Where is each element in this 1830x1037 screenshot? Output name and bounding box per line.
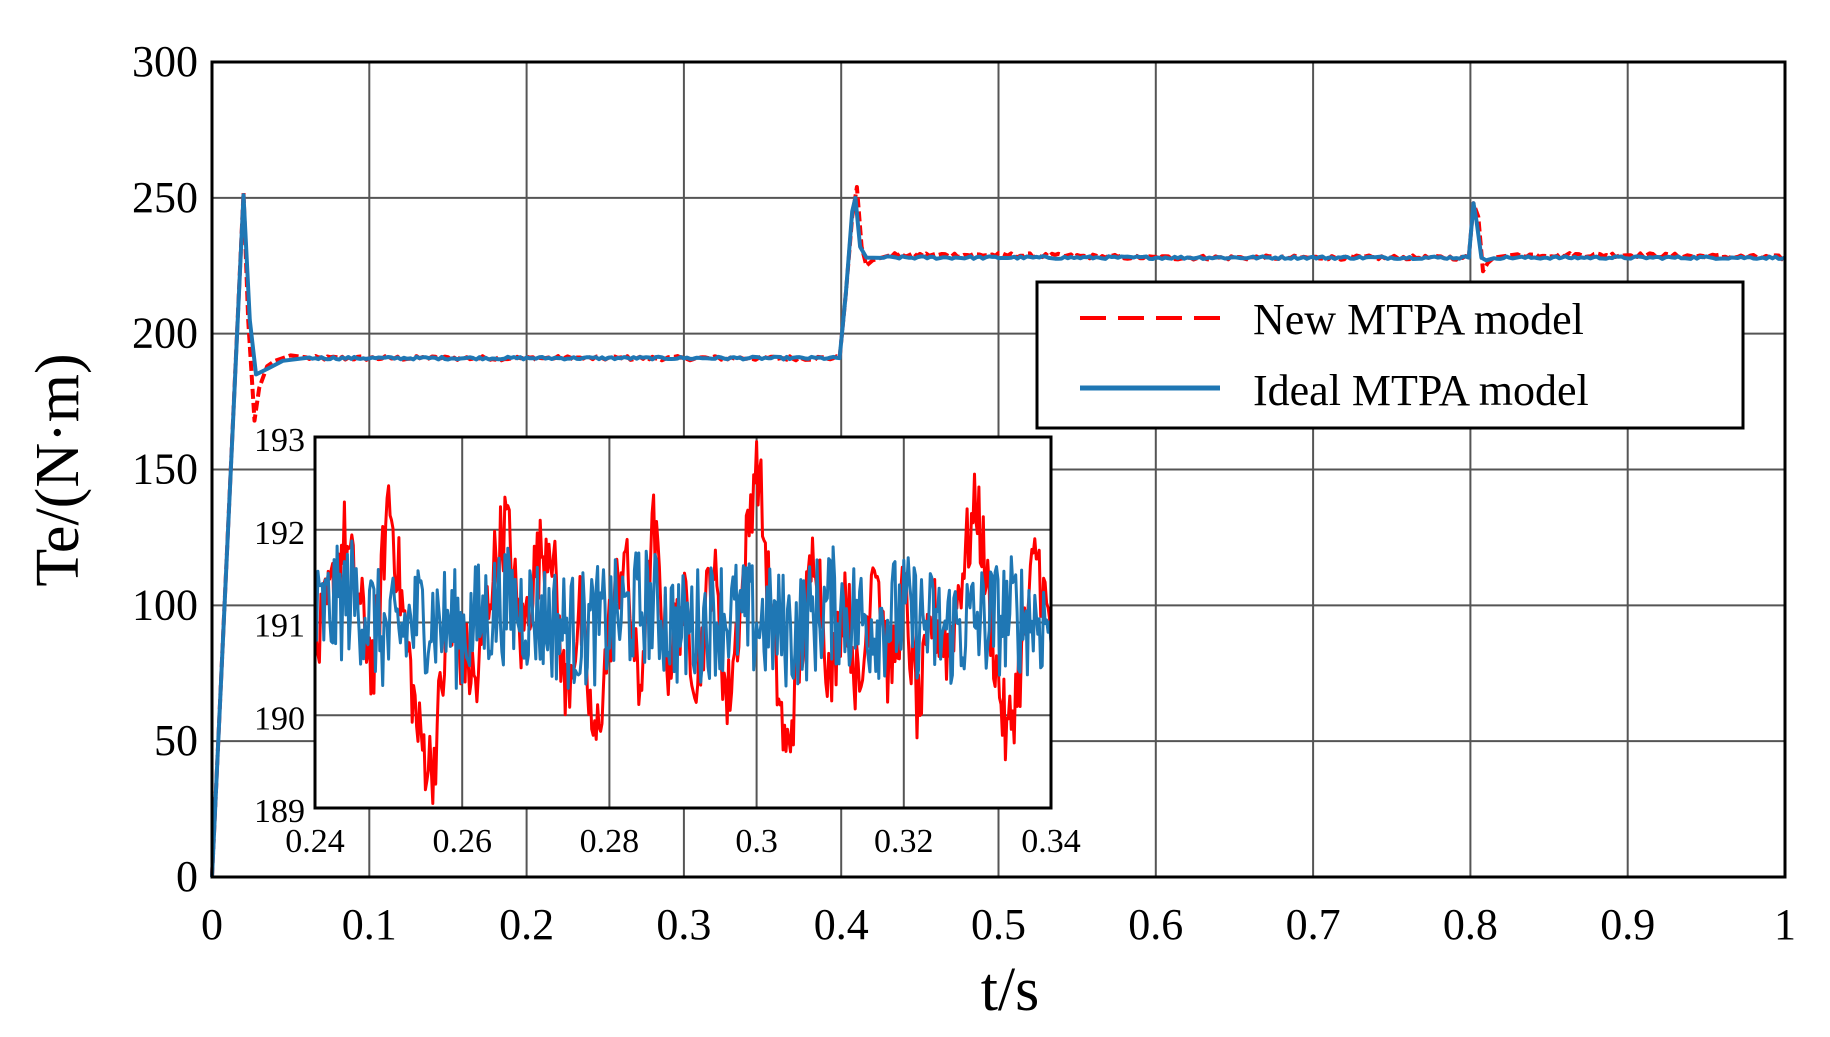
main-x-tick-label: 1 xyxy=(1774,900,1796,949)
main-x-tick-label: 0.7 xyxy=(1286,900,1341,949)
main-y-tick-label: 50 xyxy=(154,716,198,765)
inset-x-tick-label: 0.26 xyxy=(432,823,492,860)
main-axes-frame xyxy=(210,60,1787,879)
inset-plot-area xyxy=(313,440,1053,805)
inset-x-tick-label: 0.28 xyxy=(580,823,640,860)
inset-y-tick-labels: 189 190 191 192 193 xyxy=(254,422,305,830)
inset-y-tick-label: 192 xyxy=(254,515,305,552)
main-x-tick-label: 0.5 xyxy=(971,900,1026,949)
legend-box xyxy=(1035,280,1745,430)
x-axis-label: t/s xyxy=(981,956,1040,1024)
main-x-tick-label: 0.6 xyxy=(1128,900,1183,949)
legend-new-mtpa-label: New MTPA model xyxy=(1253,295,1584,344)
main-x-tick-label: 0.8 xyxy=(1443,900,1498,949)
inset-y-tick-label: 193 xyxy=(254,422,305,459)
main-y-tick-label: 0 xyxy=(176,852,198,901)
inset-y-tick-label: 189 xyxy=(254,793,305,830)
main-x-tick-label: 0.4 xyxy=(814,900,869,949)
main-y-tick-label: 100 xyxy=(132,580,198,629)
inset-y-tick-label: 190 xyxy=(254,700,305,737)
main-x-tick-label: 0 xyxy=(201,900,223,949)
inset-x-tick-label: 0.24 xyxy=(285,823,345,860)
main-x-tick-label: 0.9 xyxy=(1600,900,1655,949)
main-x-tick-label: 0.2 xyxy=(499,900,554,949)
main-x-tick-labels: 0 0.1 0.2 0.3 0.4 0.5 0.6 0.7 0.8 0.9 1 xyxy=(201,900,1796,949)
y-axis-label: Te/(N·m) xyxy=(24,353,92,586)
main-series-ideal-mtpa xyxy=(210,193,1786,878)
inset-x-tick-label: 0.34 xyxy=(1021,823,1081,860)
inset-y-tick-label: 191 xyxy=(254,608,305,645)
inset-series-ideal-mtpa xyxy=(313,539,1053,690)
inset-x-tick-labels: 0.24 0.26 0.28 0.3 0.32 0.34 xyxy=(285,823,1081,860)
main-y-tick-label: 150 xyxy=(132,445,198,494)
main-y-tick-label: 300 xyxy=(132,37,198,86)
main-y-tick-label: 200 xyxy=(132,309,198,358)
inset-x-tick-label: 0.3 xyxy=(735,823,778,860)
main-plot-area xyxy=(210,185,1786,878)
main-x-tick-label: 0.3 xyxy=(656,900,711,949)
main-y-tick-labels: 0 50 100 150 200 250 300 xyxy=(132,37,198,901)
inset-x-tick-label: 0.32 xyxy=(874,823,934,860)
inset-chart: 0.24 0.26 0.28 0.3 0.32 0.34 189 190 191 192 193 xyxy=(254,422,1081,860)
main-y-tick-label: 250 xyxy=(132,173,198,222)
main-x-tick-label: 0.1 xyxy=(342,900,397,949)
inset-axes-frame xyxy=(313,435,1053,810)
legend: New MTPA model Ideal MTPA model xyxy=(1035,280,1745,430)
legend-ideal-mtpa-label: Ideal MTPA model xyxy=(1253,366,1589,415)
